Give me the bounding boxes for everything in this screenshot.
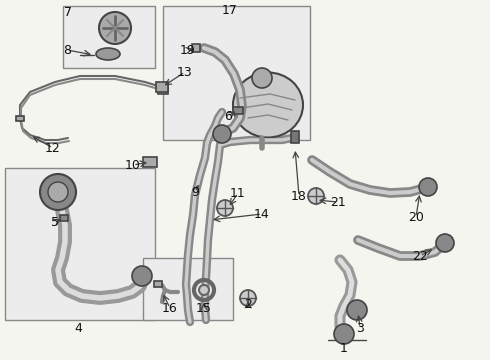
- Circle shape: [217, 200, 233, 216]
- Bar: [60, 215, 68, 221]
- Text: 3: 3: [356, 321, 364, 334]
- Circle shape: [132, 266, 152, 286]
- Circle shape: [240, 290, 256, 306]
- Text: 12: 12: [45, 141, 61, 154]
- Bar: [16, 116, 24, 121]
- Bar: [143, 258, 233, 320]
- Text: 2: 2: [244, 297, 252, 310]
- Text: 14: 14: [254, 207, 270, 220]
- Text: 10: 10: [125, 158, 141, 171]
- Bar: [156, 82, 168, 92]
- Bar: [63, 6, 155, 68]
- Text: 18: 18: [291, 189, 307, 202]
- Bar: [291, 131, 299, 143]
- Text: 21: 21: [330, 195, 346, 208]
- Bar: [143, 157, 157, 167]
- Text: 5: 5: [51, 216, 59, 229]
- Text: 7: 7: [64, 5, 72, 18]
- Circle shape: [419, 178, 437, 196]
- Text: 11: 11: [230, 186, 246, 199]
- Text: 16: 16: [162, 302, 178, 315]
- Text: 22: 22: [412, 249, 428, 262]
- Bar: [163, 6, 310, 140]
- Ellipse shape: [233, 72, 303, 138]
- Text: 13: 13: [177, 66, 193, 78]
- Text: 4: 4: [74, 321, 82, 334]
- Bar: [158, 85, 168, 94]
- Text: 19: 19: [180, 44, 196, 57]
- Circle shape: [252, 68, 272, 88]
- Text: 17: 17: [222, 4, 238, 17]
- Text: 9: 9: [191, 185, 199, 198]
- Circle shape: [199, 285, 209, 295]
- Circle shape: [334, 324, 354, 344]
- Text: 6: 6: [224, 109, 232, 122]
- Circle shape: [308, 188, 324, 204]
- Circle shape: [347, 300, 367, 320]
- Circle shape: [40, 174, 76, 210]
- Ellipse shape: [96, 48, 120, 60]
- Circle shape: [436, 234, 454, 252]
- Circle shape: [213, 125, 231, 143]
- Bar: [154, 281, 162, 287]
- Bar: [5, 168, 155, 320]
- Circle shape: [48, 182, 68, 202]
- Text: 8: 8: [63, 44, 71, 57]
- Text: 20: 20: [408, 211, 424, 224]
- Bar: [192, 44, 200, 52]
- Bar: [233, 107, 243, 113]
- Text: 1: 1: [340, 342, 348, 355]
- Circle shape: [99, 12, 131, 44]
- Text: 15: 15: [196, 302, 212, 315]
